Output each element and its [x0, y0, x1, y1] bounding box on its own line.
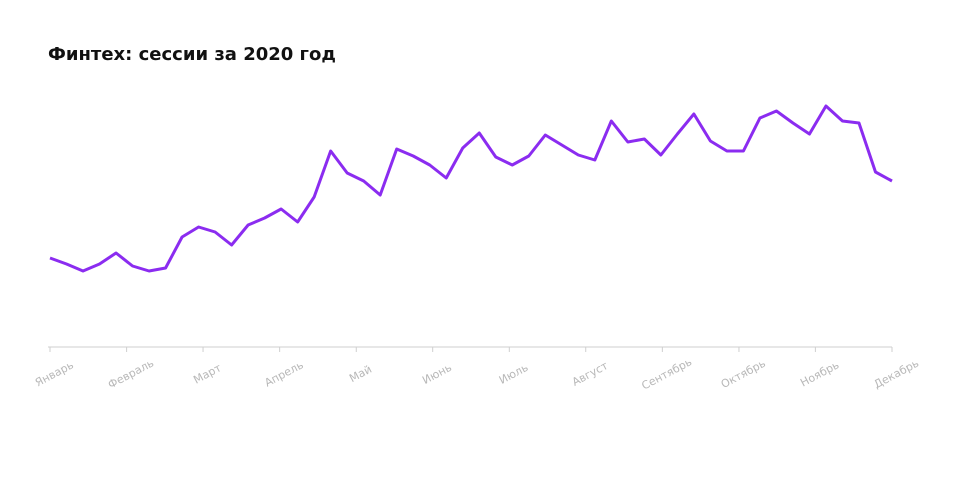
x-tick-label: Август: [570, 359, 611, 389]
x-tick-label: Декабрь: [872, 357, 921, 391]
chart-title: Финтех: сессии за 2020 год: [48, 44, 336, 65]
x-tick-label: Апрель: [262, 358, 305, 389]
x-tick-label: Июль: [497, 361, 530, 387]
line-series: [49, 104, 893, 273]
x-tick-label: Ноябрь: [798, 358, 841, 389]
x-tick-label: Июнь: [420, 361, 454, 387]
x-tick-label: Март: [191, 361, 224, 387]
x-tick-label: Январь: [33, 358, 76, 389]
x-tick-label: Февраль: [106, 356, 156, 391]
x-tick-label: Сентябрь: [639, 355, 694, 392]
x-tick-label: Октябрь: [719, 357, 768, 391]
x-tick-label: Май: [347, 363, 374, 385]
